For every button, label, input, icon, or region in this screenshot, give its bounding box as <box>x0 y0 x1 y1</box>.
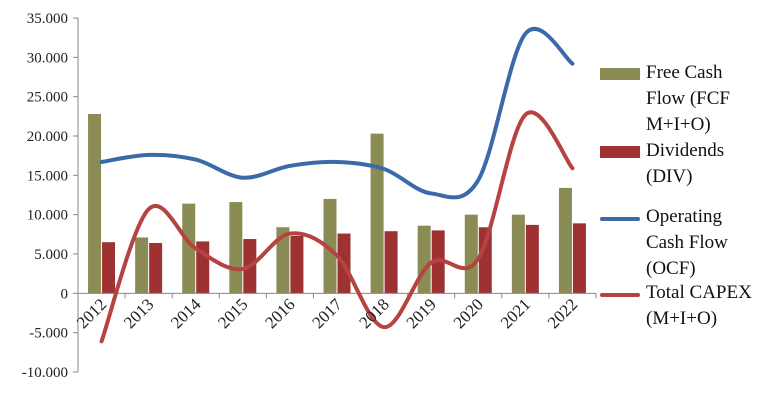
legend-label-fcf: Free Cash Flow (FCF M+I+O) <box>646 62 730 135</box>
y-tick-label: 25.000 <box>27 90 68 106</box>
x-tick-label: 2020 <box>450 295 487 332</box>
bar-fcf-2013 <box>135 237 149 294</box>
line-capex <box>99 110 575 344</box>
y-tick-label: 0 <box>61 286 69 302</box>
bar-div-2013 <box>149 242 163 294</box>
legend-swatch-div <box>600 146 640 158</box>
x-tick-label: 2016 <box>261 295 298 332</box>
y-tick-label: 35.000 <box>27 11 68 27</box>
bar-div-2022 <box>572 223 586 294</box>
bar-fcf-2022 <box>558 187 572 294</box>
y-tick-label: 30.000 <box>27 50 68 66</box>
legend-item-div: Dividends (DIV) <box>600 138 764 204</box>
bar-fcf-2016 <box>276 227 290 294</box>
legend-swatch-ocf <box>600 217 640 221</box>
bar-fcf-2021 <box>511 214 525 294</box>
bar-fcf-2017 <box>323 198 337 294</box>
line-series <box>99 26 575 344</box>
legend: Free Cash Flow (FCF M+I+O) Dividends (DI… <box>600 60 764 332</box>
x-tick-label: 2022 <box>544 295 581 332</box>
y-tick-label: 10.000 <box>27 208 68 224</box>
legend-label-capex: Total CAPEX (M+I+O) <box>646 282 752 329</box>
bar-div-2020 <box>478 227 492 294</box>
y-axis-labels: 35.000 30.000 25.000 20.000 15.000 10.000 5.00… <box>22 11 68 381</box>
bar-fcf-2019 <box>417 225 431 294</box>
y-tick-label: -10.000 <box>22 365 68 381</box>
legend-swatch-fcf <box>600 68 640 80</box>
legend-item-capex: Total CAPEX (M+I+O) <box>600 280 764 332</box>
bar-fcf-2015 <box>229 202 243 294</box>
y-tick-label: -5.000 <box>29 326 68 342</box>
legend-swatch-capex <box>600 293 640 297</box>
x-tick-label: 2014 <box>167 294 205 332</box>
x-tick-label: 2021 <box>497 295 534 332</box>
bar-fcf-2018 <box>370 133 384 294</box>
bar-div-2021 <box>525 224 539 294</box>
bar-div-2016 <box>290 235 304 294</box>
bar-fcf-2012 <box>88 113 102 294</box>
x-axis-labels: 2012 2013 2014 2015 2016 2017 2018 2019 2020 2021… <box>73 294 581 332</box>
bar-fcf-2020 <box>464 214 478 294</box>
y-tick-label: 15.000 <box>27 168 68 184</box>
x-tick-label: 2015 <box>214 295 251 332</box>
bar-fcf-2014 <box>182 203 196 294</box>
legend-label-ocf: Operating Cash Flow (OCF) <box>646 206 728 279</box>
legend-item-fcf: Free Cash Flow (FCF M+I+O) <box>600 60 764 138</box>
bar-div-2012 <box>102 242 116 294</box>
y-tick-label: 5.000 <box>34 247 68 263</box>
legend-item-ocf: Operating Cash Flow (OCF) <box>600 204 764 280</box>
legend-label-div: Dividends (DIV) <box>646 140 725 187</box>
y-tick-label: 20.000 <box>27 129 68 145</box>
x-tick-label: 2013 <box>120 295 157 332</box>
bar-div-2018 <box>384 231 398 294</box>
x-tick-label: 2017 <box>308 294 346 332</box>
line-ocf <box>99 26 575 200</box>
